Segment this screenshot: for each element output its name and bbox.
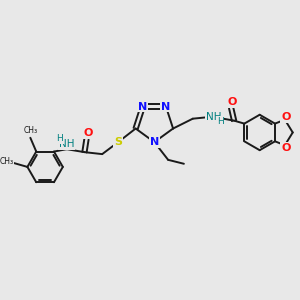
Text: S: S (114, 137, 122, 147)
Text: O: O (281, 143, 290, 153)
Text: H: H (56, 134, 63, 143)
Text: CH₃: CH₃ (23, 126, 38, 135)
Text: N: N (138, 101, 147, 112)
Text: NH: NH (59, 139, 74, 149)
Text: N: N (161, 101, 171, 112)
Text: O: O (84, 128, 93, 138)
Text: O: O (227, 97, 237, 107)
Text: O: O (281, 112, 290, 122)
Text: NH: NH (206, 112, 221, 122)
Text: H: H (217, 117, 224, 126)
Text: CH₃: CH₃ (0, 158, 14, 166)
Text: N: N (150, 137, 159, 147)
